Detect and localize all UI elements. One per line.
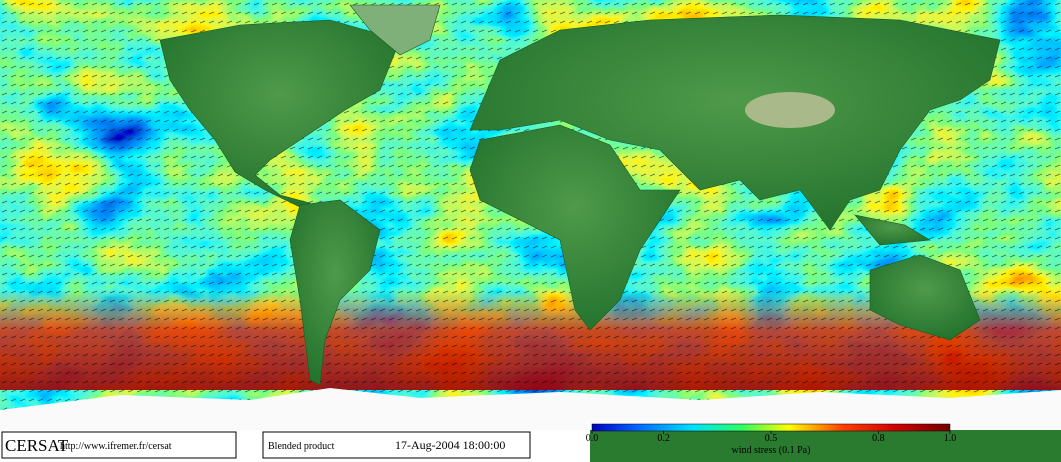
antarctica — [0, 388, 1061, 430]
logo-box — [1, 431, 237, 459]
colorbar-tick-label: 1.0 — [944, 433, 957, 444]
colorbar-tick-label: 0.8 — [872, 433, 885, 444]
colorbar-label: wind stress (0.1 Pa) — [732, 445, 811, 456]
info-box — [262, 431, 531, 459]
footer: CERSAT http://www.ifremer.fr/cersat Blen… — [1, 431, 531, 459]
colorbar-tick-label: 0.0 — [586, 433, 599, 444]
url: http://www.ifremer.fr/cersat — [60, 441, 172, 452]
date: 17-Aug-2004 18:00:00 — [395, 438, 505, 452]
land — [159, 4, 1001, 386]
product: Blended product — [268, 441, 335, 452]
colorbar-tick-label: 0.2 — [657, 433, 670, 444]
logo: CERSAT — [5, 436, 69, 455]
colorbar — [591, 423, 951, 432]
colorbar-tick-label: 0.5 — [765, 433, 778, 444]
